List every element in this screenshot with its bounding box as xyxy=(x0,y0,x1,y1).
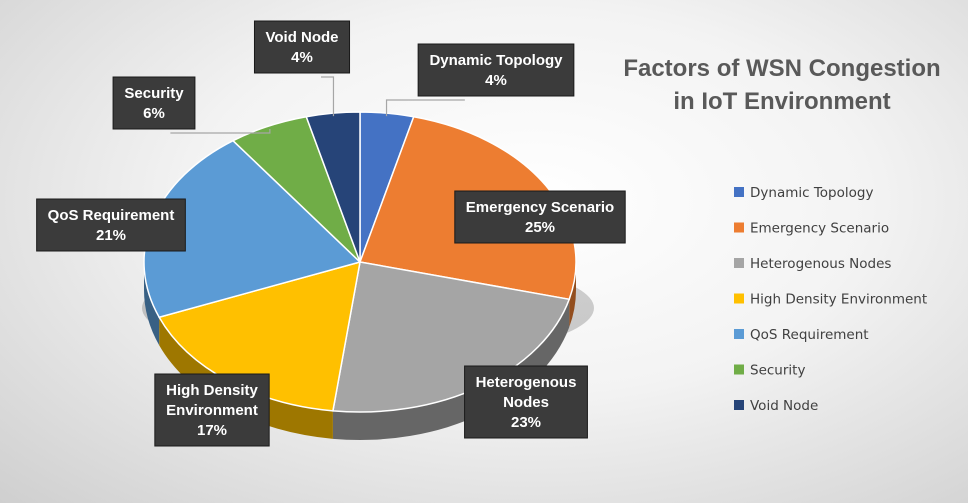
data-label-line: Environment xyxy=(166,402,258,419)
legend-swatch xyxy=(734,364,744,375)
data-label-line: 4% xyxy=(291,49,313,66)
legend-item-security[interactable]: Security xyxy=(734,363,805,379)
legend-swatch xyxy=(734,187,744,197)
pie-side-qos-requirement xyxy=(144,262,160,346)
data-label-box xyxy=(417,43,575,97)
data-label-line: 4% xyxy=(485,72,507,89)
legend-label: High Density Environment xyxy=(750,292,927,308)
data-label-box xyxy=(36,198,186,252)
data-label-void-node: Void Node 4% xyxy=(253,20,351,74)
data-label-emergency-scenario: Emergency Scenario 25% xyxy=(454,190,626,244)
legend-swatch xyxy=(734,222,744,233)
pie-side-high-density-environment xyxy=(159,317,333,439)
legend-item-dynamic-topology[interactable]: Dynamic Topology xyxy=(734,185,873,201)
data-label-security: Security 6% xyxy=(112,76,196,130)
legend-label: QoS Requirement xyxy=(750,327,869,343)
data-label-line: 6% xyxy=(143,105,165,122)
pie-slices xyxy=(143,111,577,413)
legend-item-heterogenous-nodes[interactable]: Heterogenous Nodes xyxy=(734,256,891,272)
pie-side-emergency-scenario xyxy=(569,262,576,328)
data-label-line: Nodes xyxy=(503,394,549,411)
data-label-box xyxy=(454,190,626,244)
data-label-line: Heterogenous xyxy=(476,374,577,391)
leader-lines xyxy=(170,76,465,134)
data-label-line: QoS Requirement xyxy=(48,207,175,224)
legend-label: Emergency Scenario xyxy=(750,221,889,237)
data-labels: Dynamic Topology 4% Emergency Scenario 25% H… xyxy=(36,20,626,447)
data-label-box xyxy=(112,76,196,130)
legend-item-emergency-scenario[interactable]: Emergency Scenario xyxy=(734,221,889,237)
legend-label: Security xyxy=(750,363,805,379)
data-label-line: 17% xyxy=(197,422,227,439)
chart-title-line-1: Factors of WSN Congestion xyxy=(623,55,940,82)
data-label-line: 21% xyxy=(96,227,126,244)
leader-line xyxy=(385,99,465,117)
leader-line xyxy=(170,128,271,134)
data-label-qos-requirement: QoS Requirement 21% xyxy=(36,198,186,252)
data-label-heterogenous-nodes: Heterogenous Nodes 23% xyxy=(464,365,588,439)
legend: Dynamic Topology Emergency Scenario Hetero… xyxy=(734,185,927,414)
data-label-line: 23% xyxy=(511,414,541,431)
legend-swatch xyxy=(734,400,744,410)
data-label-box xyxy=(154,373,270,447)
chart-title: Factors of WSN Congestion in IoT Environ… xyxy=(623,55,940,115)
data-label-line: High Density xyxy=(166,382,258,399)
legend-swatch xyxy=(734,258,744,268)
chart-title-line-2: in IoT Environment xyxy=(673,88,890,115)
legend-item-high-density-environment[interactable]: High Density Environment xyxy=(734,292,927,308)
data-label-line: 25% xyxy=(525,219,555,236)
data-label-high-density-environment: High Density Environment 17% xyxy=(154,373,270,447)
data-label-line: Void Node xyxy=(265,29,338,46)
data-label-dynamic-topology: Dynamic Topology 4% xyxy=(417,43,575,97)
legend-swatch xyxy=(734,293,744,304)
legend-item-qos-requirement[interactable]: QoS Requirement xyxy=(734,327,869,343)
data-label-box xyxy=(253,20,351,74)
data-label-line: Security xyxy=(124,85,184,102)
legend-swatch xyxy=(734,329,744,339)
legend-label: Void Node xyxy=(750,398,818,414)
legend-item-void-node[interactable]: Void Node xyxy=(734,398,818,414)
legend-label: Heterogenous Nodes xyxy=(750,256,891,272)
data-label-line: Emergency Scenario xyxy=(466,199,614,216)
data-label-line: Dynamic Topology xyxy=(429,52,563,69)
leader-line xyxy=(321,76,335,117)
data-label-box xyxy=(464,365,588,439)
legend-label: Dynamic Topology xyxy=(750,185,873,201)
